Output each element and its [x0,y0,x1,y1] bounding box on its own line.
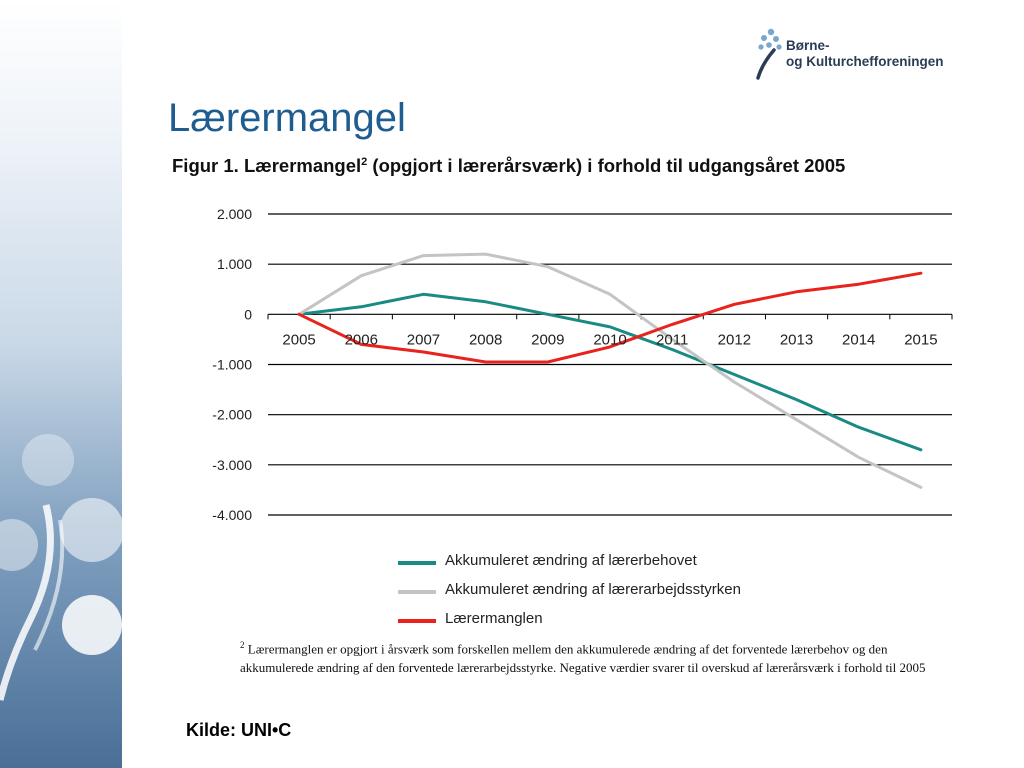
legend-label-laerermangel: Lærermanglen [445,610,543,627]
figure-title-main: Figur 1. Lærermangel [172,155,362,176]
x-tick-label: 2014 [842,331,875,348]
y-tick-label: 1.000 [217,256,252,272]
y-tick-label: -1.000 [212,357,252,373]
figure-title-rest: (opgjort i lærerårsværk) i forhold til u… [367,155,846,176]
figure-title: Figur 1. Lærermangel2 (opgjort i lærerår… [172,155,845,177]
logo-mark-icon [756,28,782,80]
slide-title: Lærermangel [168,96,406,140]
x-tick-label: 2006 [345,331,378,348]
legend-label-laererbehov: Akkumuleret ændring af lærerbehovet [445,552,697,569]
legend-swatch-arbejdsstyrke [398,590,436,594]
footnote-marker: 2 [240,640,245,650]
chart-series [297,252,923,489]
y-tick-label: -4.000 [212,507,252,523]
y-tick-label: -3.000 [212,457,252,473]
x-axis [267,314,953,320]
decorative-circles-graphic [0,434,122,701]
logo-text-line2: og Kulturchefforeningen [786,54,944,69]
x-tick-label: 2012 [718,331,751,348]
series-line-2 [297,271,923,364]
x-tick-label: 2013 [780,331,813,348]
series-line-1 [297,252,923,489]
y-tick-label: 0 [244,306,252,322]
legend-swatch-laerermangel [398,619,436,623]
decorative-side-band [0,0,122,768]
x-tick-label: 2007 [407,331,440,348]
x-tick-label: 2011 [656,331,688,348]
figure-title-footnote-marker: 2 [361,155,368,168]
legend-swatch-laererbehov [398,561,436,565]
x-tick-label: 2005 [282,331,315,348]
chart-gridlines [268,213,952,516]
x-tick-label: 2008 [469,331,502,348]
x-axis-tick-labels: 2005 2006 2007 2008 2009 2010 2011 2012 2013 2014… [282,331,937,348]
y-axis-tick-labels: 2.000 1.000 0 -1.000 -2.000 -3.000 -4.000 [212,206,252,523]
y-tick-label: -2.000 [212,407,252,423]
logo-text-line1: Børne- [786,38,830,53]
organization-logo: Børne- og Kulturchefforeningen [752,26,962,82]
series-line-0 [297,292,923,452]
x-tick-label: 2015 [904,331,937,348]
legend-label-arbejdsstyrke: Akkumuleret ændring af lærerarbejdsstyrk… [445,581,741,598]
footnote-text: Lærermanglen er opgjort i årsværk som fo… [240,641,926,676]
chart-footnote: 2 Lærermanglen er opgjort i årsværk som … [240,636,930,677]
x-tick-label: 2010 [593,331,626,348]
y-tick-label: 2.000 [217,206,252,222]
source-label: Kilde: UNI•C [186,720,292,740]
x-tick-label: 2009 [531,331,564,348]
